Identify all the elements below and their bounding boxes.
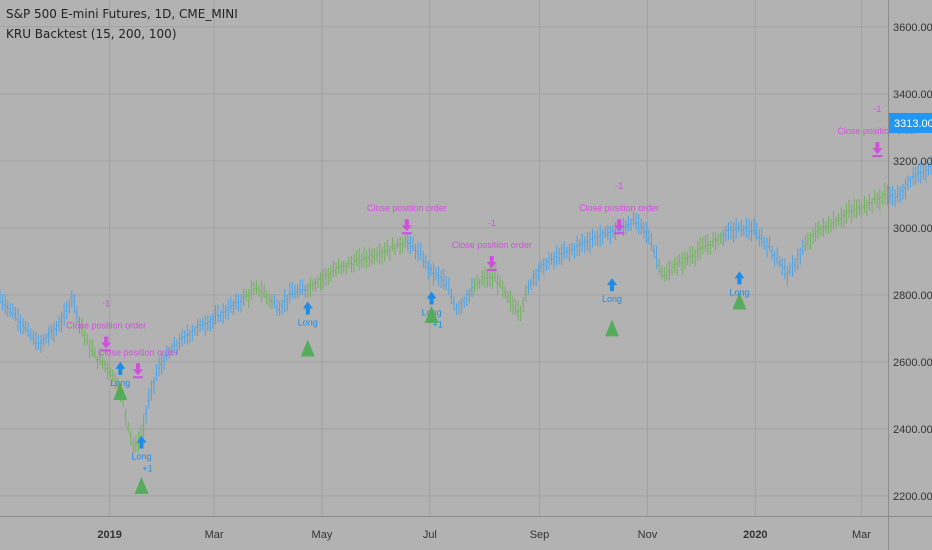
price-tag-label: 3313.00 xyxy=(894,118,932,130)
long-label: Long xyxy=(298,318,318,328)
exit-arrow-shaft xyxy=(404,219,409,226)
exit-arrow-base xyxy=(132,376,143,379)
long-arrow-head xyxy=(302,301,313,309)
exit-label: Close position order xyxy=(367,203,447,213)
indicator-label: KRU Backtest (15, 200, 100) xyxy=(6,27,177,41)
long-arrow-shaft xyxy=(429,298,434,305)
exit-arrow-shaft xyxy=(135,363,140,370)
long-arrow-head xyxy=(426,291,437,299)
signal-triangle xyxy=(300,339,315,357)
exit-label: Close position order xyxy=(452,240,532,250)
long-arrow-shaft xyxy=(610,285,615,292)
signal-triangle xyxy=(732,292,747,310)
long-arrow-shaft xyxy=(118,368,123,375)
x-tick-label: 2019 xyxy=(97,529,121,541)
exit-qty-label: -1 xyxy=(873,104,881,114)
exit-label: Close position order xyxy=(579,203,659,213)
exit-arrow-head xyxy=(614,225,625,232)
x-tick-label: Mar xyxy=(205,529,224,541)
exit-arrow-head xyxy=(132,369,143,376)
long-label: Long xyxy=(131,452,151,462)
signal-triangle xyxy=(424,305,439,323)
exit-label: Close position order xyxy=(66,320,146,330)
signal-triangle xyxy=(134,476,149,494)
long-label: Long xyxy=(602,294,622,304)
exit-arrow-base xyxy=(486,269,497,272)
chart-legend: S&P 500 E-mini Futures, 1D, CME_MINI KRU… xyxy=(6,4,238,44)
y-tick-label: 2200.00 xyxy=(893,491,932,503)
y-tick-label: 2400.00 xyxy=(893,424,932,436)
exit-qty-label: -1 xyxy=(488,218,496,228)
y-tick-label: 3000.00 xyxy=(893,223,932,235)
exit-arrow-head xyxy=(401,225,412,232)
exit-label: Close position order xyxy=(98,347,178,357)
long-label: Long xyxy=(729,287,749,297)
y-tick-label: 3600.00 xyxy=(893,22,932,34)
x-tick-label: Jul xyxy=(423,529,437,541)
long-label: Long xyxy=(110,378,130,388)
price-tag xyxy=(889,112,932,133)
exit-arrow-shaft xyxy=(875,142,880,149)
y-tick-label: 2800.00 xyxy=(893,290,932,302)
y-tick-label: 2600.00 xyxy=(893,357,932,369)
long-arrow-head xyxy=(607,278,618,286)
exit-arrow-shaft xyxy=(489,256,494,263)
y-tick-label: 3200.00 xyxy=(893,156,932,168)
x-tick-label: Mar xyxy=(852,529,871,541)
signal-triangle xyxy=(605,319,620,337)
long-arrow-head xyxy=(136,435,147,443)
exit-arrow-base xyxy=(872,155,883,158)
exit-qty-label: -1 xyxy=(615,181,623,191)
chart-title: S&P 500 E-mini Futures, 1D, CME_MINI xyxy=(6,7,238,21)
x-tick-label: Sep xyxy=(530,529,550,541)
exit-arrow-base xyxy=(614,232,625,235)
x-tick-label: 2020 xyxy=(743,529,767,541)
long-arrow-shaft xyxy=(305,308,310,315)
exit-arrow-shaft xyxy=(617,219,622,226)
exit-arrow-base xyxy=(101,349,112,352)
x-tick-label: Nov xyxy=(638,529,658,541)
exit-qty-label: -1 xyxy=(102,298,110,308)
long-qty-label: +1 xyxy=(432,320,442,330)
long-qty-label: +1 xyxy=(142,464,152,474)
long-arrow-head xyxy=(734,271,745,279)
exit-arrow-head xyxy=(486,262,497,269)
exit-arrow-head xyxy=(101,342,112,349)
long-arrow-shaft xyxy=(139,442,144,449)
y-tick-label: 3400.00 xyxy=(893,89,932,101)
exit-arrow-base xyxy=(401,232,412,235)
exit-arrow-shaft xyxy=(104,336,109,343)
signal-triangle xyxy=(113,383,128,401)
exit-label: Close position order xyxy=(837,126,917,136)
exit-arrow-head xyxy=(872,148,883,155)
x-tick-label: May xyxy=(312,529,333,541)
long-arrow-head xyxy=(115,361,126,369)
long-arrow-shaft xyxy=(737,278,742,285)
